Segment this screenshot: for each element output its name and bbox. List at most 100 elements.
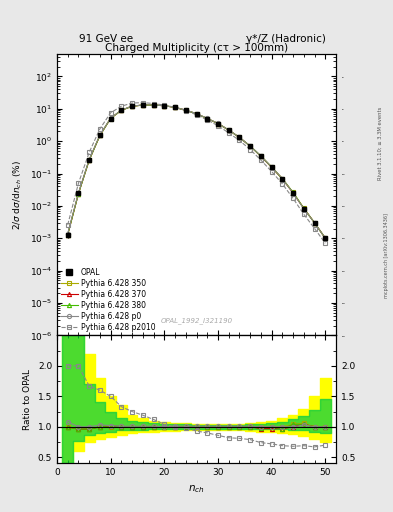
Pythia 6.428 370 [323, 235, 328, 241]
Pythia 6.428 350 [259, 153, 263, 159]
Pythia 6.428 370 [237, 134, 242, 140]
Pythia 6.428 p2010 [97, 126, 102, 132]
Pythia 6.428 p0 [312, 220, 317, 226]
Text: Rivet 3.1.10; ≥ 3.3M events: Rivet 3.1.10; ≥ 3.3M events [378, 106, 383, 180]
Pythia 6.428 p0 [184, 107, 188, 113]
Pythia 6.428 370 [226, 127, 231, 133]
Pythia 6.428 p2010 [76, 180, 81, 186]
Pythia 6.428 p0 [216, 120, 220, 126]
Pythia 6.428 350 [280, 176, 285, 182]
Pythia 6.428 370 [205, 115, 209, 121]
Pythia 6.428 370 [269, 164, 274, 170]
Pythia 6.428 370 [65, 231, 70, 238]
Pythia 6.428 p0 [108, 115, 113, 121]
Pythia 6.428 p2010 [312, 225, 317, 231]
Pythia 6.428 370 [119, 107, 124, 113]
Pythia 6.428 p2010 [108, 110, 113, 116]
Pythia 6.428 380 [162, 102, 167, 109]
Pythia 6.428 p2010 [259, 157, 263, 163]
Pythia 6.428 380 [269, 164, 274, 170]
Pythia 6.428 350 [291, 189, 296, 196]
Pythia 6.428 380 [301, 205, 306, 211]
Text: mcplots.cern.ch [arXiv:1306.3436]: mcplots.cern.ch [arXiv:1306.3436] [384, 214, 389, 298]
Y-axis label: Ratio to OPAL: Ratio to OPAL [23, 369, 32, 430]
Pythia 6.428 p2010 [173, 104, 177, 111]
Pythia 6.428 380 [97, 133, 102, 139]
Pythia 6.428 350 [130, 103, 134, 109]
Pythia 6.428 380 [108, 115, 113, 121]
Pythia 6.428 p0 [76, 190, 81, 196]
Line: Pythia 6.428 380: Pythia 6.428 380 [66, 103, 327, 240]
Legend: OPAL, Pythia 6.428 350, Pythia 6.428 370, Pythia 6.428 380, Pythia 6.428 p0, Pyt: OPAL, Pythia 6.428 350, Pythia 6.428 370… [61, 268, 155, 332]
Pythia 6.428 p0 [205, 115, 209, 121]
Pythia 6.428 370 [162, 103, 167, 109]
Pythia 6.428 380 [291, 189, 296, 196]
Pythia 6.428 370 [97, 133, 102, 139]
Pythia 6.428 380 [248, 143, 253, 149]
Pythia 6.428 350 [312, 220, 317, 226]
Text: γ*/Z (Hadronic): γ*/Z (Hadronic) [246, 33, 326, 44]
Pythia 6.428 350 [269, 164, 274, 170]
Pythia 6.428 p2010 [151, 100, 156, 106]
Pythia 6.428 p0 [226, 127, 231, 133]
Pythia 6.428 p2010 [269, 168, 274, 175]
Pythia 6.428 p0 [87, 157, 92, 163]
Pythia 6.428 p0 [151, 102, 156, 108]
Pythia 6.428 380 [312, 220, 317, 226]
Pythia 6.428 350 [226, 127, 231, 133]
Pythia 6.428 p0 [291, 190, 296, 196]
Pythia 6.428 p2010 [301, 211, 306, 218]
Pythia 6.428 p0 [119, 107, 124, 113]
Pythia 6.428 p2010 [323, 240, 328, 246]
Pythia 6.428 p0 [173, 104, 177, 111]
Pythia 6.428 380 [216, 120, 220, 126]
Pythia 6.428 370 [291, 190, 296, 196]
Pythia 6.428 p2010 [226, 130, 231, 136]
Pythia 6.428 p0 [97, 132, 102, 138]
Pythia 6.428 p2010 [162, 102, 167, 108]
Pythia 6.428 380 [184, 107, 188, 113]
Pythia 6.428 p2010 [237, 137, 242, 143]
Line: Pythia 6.428 p0: Pythia 6.428 p0 [66, 103, 327, 240]
Pythia 6.428 380 [173, 104, 177, 111]
Pythia 6.428 350 [76, 190, 81, 197]
Pythia 6.428 p0 [301, 206, 306, 212]
Pythia 6.428 380 [226, 127, 231, 133]
Pythia 6.428 p0 [323, 235, 328, 241]
Pythia 6.428 370 [184, 107, 188, 113]
Pythia 6.428 370 [173, 104, 177, 111]
Pythia 6.428 380 [259, 153, 263, 159]
Pythia 6.428 p2010 [205, 117, 209, 123]
Pythia 6.428 350 [248, 143, 253, 149]
Pythia 6.428 380 [130, 103, 134, 109]
Pythia 6.428 p0 [280, 176, 285, 182]
Pythia 6.428 380 [151, 102, 156, 108]
Pythia 6.428 350 [140, 102, 145, 108]
Pythia 6.428 p2010 [194, 112, 199, 118]
Pythia 6.428 350 [162, 103, 167, 109]
Pythia 6.428 380 [87, 157, 92, 163]
Pythia 6.428 380 [65, 231, 70, 238]
Pythia 6.428 370 [312, 220, 317, 226]
Pythia 6.428 370 [216, 120, 220, 126]
Pythia 6.428 p2010 [291, 196, 296, 202]
Line: Pythia 6.428 370: Pythia 6.428 370 [66, 103, 327, 240]
Pythia 6.428 350 [216, 120, 220, 126]
Pythia 6.428 p0 [130, 103, 134, 109]
Pythia 6.428 p0 [237, 134, 242, 140]
Pythia 6.428 p2010 [140, 99, 145, 105]
Pythia 6.428 370 [76, 190, 81, 197]
Pythia 6.428 350 [184, 107, 188, 113]
Pythia 6.428 370 [248, 143, 253, 149]
Pythia 6.428 p2010 [130, 100, 134, 106]
Pythia 6.428 p0 [194, 111, 199, 117]
Pythia 6.428 370 [87, 157, 92, 163]
Pythia 6.428 370 [130, 103, 134, 109]
Pythia 6.428 p0 [65, 230, 70, 237]
Pythia 6.428 380 [140, 102, 145, 108]
Pythia 6.428 350 [301, 205, 306, 211]
Pythia 6.428 p2010 [216, 122, 220, 129]
Line: Pythia 6.428 p2010: Pythia 6.428 p2010 [66, 100, 327, 245]
Line: Pythia 6.428 350: Pythia 6.428 350 [66, 103, 327, 240]
Pythia 6.428 p0 [259, 153, 263, 159]
